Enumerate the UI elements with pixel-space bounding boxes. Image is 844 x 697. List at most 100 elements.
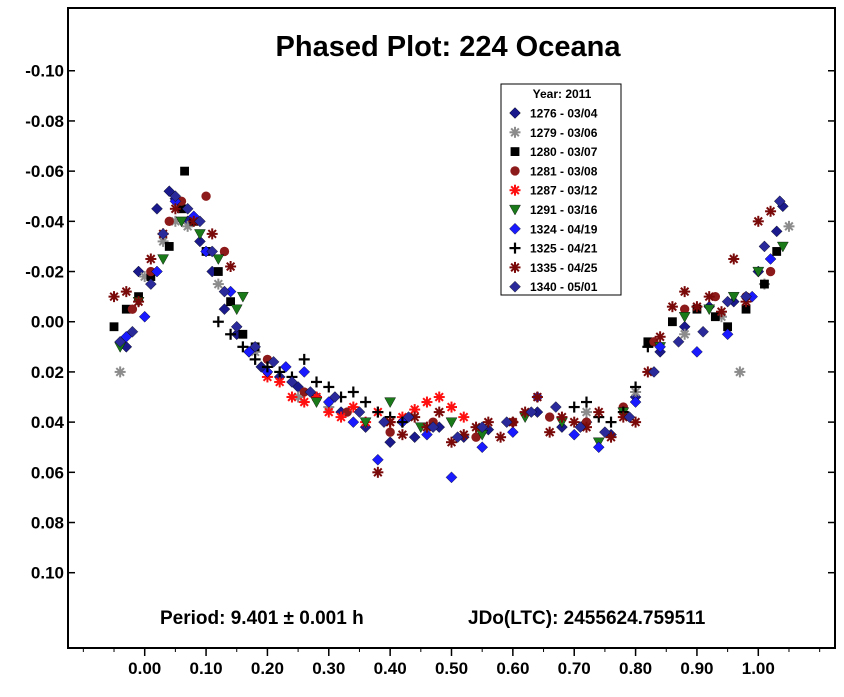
data-point bbox=[218, 303, 231, 315]
data-point bbox=[212, 316, 224, 328]
epoch-label: JDo(LTC): 2455624.759511 bbox=[468, 608, 706, 629]
data-point bbox=[421, 396, 433, 408]
data-point bbox=[180, 166, 189, 176]
x-tick-label: 1.00 bbox=[742, 659, 775, 678]
data-point bbox=[384, 397, 396, 408]
data-point bbox=[164, 216, 174, 227]
x-tick-label: 0.00 bbox=[128, 659, 161, 678]
x-axis-ticks: 0.00 0.10 0.20 0.30 0.40 0.50 0.60 0.70 0.80 0.90… bbox=[82, 648, 821, 678]
data-point bbox=[230, 320, 243, 333]
data-point bbox=[249, 341, 261, 353]
data-point bbox=[396, 429, 408, 441]
data-point bbox=[765, 205, 777, 217]
data-point bbox=[531, 391, 543, 403]
data-point bbox=[741, 304, 751, 314]
plot-frame bbox=[67, 7, 836, 649]
data-point bbox=[237, 341, 249, 353]
data-point bbox=[593, 406, 605, 418]
data-point bbox=[777, 241, 789, 253]
data-point bbox=[723, 322, 733, 332]
data-point bbox=[752, 215, 764, 227]
data-point bbox=[599, 426, 611, 438]
data-point bbox=[226, 297, 236, 307]
data-point bbox=[445, 471, 458, 484]
data-point bbox=[580, 406, 592, 418]
data-point bbox=[225, 261, 237, 273]
legend-label: 1340 - 05/01 bbox=[530, 280, 598, 294]
data-point bbox=[672, 336, 685, 348]
data-point bbox=[568, 428, 581, 441]
data-point bbox=[605, 431, 617, 443]
data-point bbox=[151, 203, 163, 215]
data-point bbox=[169, 190, 182, 203]
data-point bbox=[451, 431, 464, 443]
legend-entries: 1276 - 03/04 1279 - 03/06 1280 - 03/07 1281… bbox=[509, 107, 598, 294]
data-point bbox=[629, 396, 642, 408]
data-point bbox=[556, 411, 568, 423]
data-point bbox=[360, 396, 372, 408]
data-point bbox=[182, 220, 194, 232]
data-point bbox=[261, 361, 273, 373]
data-point bbox=[146, 272, 156, 281]
data-point bbox=[274, 366, 286, 378]
data-point bbox=[219, 246, 230, 257]
legend-label: 1287 - 03/12 bbox=[530, 184, 598, 198]
data-point bbox=[500, 416, 513, 428]
data-point bbox=[421, 428, 433, 441]
data-point bbox=[445, 417, 458, 429]
data-point bbox=[458, 411, 470, 423]
data-point bbox=[298, 353, 310, 365]
data-point bbox=[728, 253, 740, 265]
data-point bbox=[347, 401, 359, 413]
data-point bbox=[353, 406, 366, 418]
data-point bbox=[617, 411, 629, 423]
data-point bbox=[727, 292, 740, 303]
data-point bbox=[703, 304, 716, 316]
x-tick-label: 0.70 bbox=[558, 659, 591, 678]
data-point bbox=[146, 266, 156, 277]
x-tick-label: 0.40 bbox=[374, 659, 407, 678]
data-point bbox=[372, 406, 384, 418]
data-point bbox=[164, 242, 174, 251]
legend-marker bbox=[509, 280, 521, 293]
legend-title: Year: 2011 bbox=[533, 87, 592, 101]
legend-marker bbox=[510, 166, 520, 176]
data-point bbox=[752, 266, 765, 278]
data-point bbox=[181, 203, 194, 215]
data-point bbox=[734, 366, 746, 378]
data-point bbox=[703, 291, 715, 303]
chart-title: Phased Plot: 224 Oceana bbox=[276, 31, 622, 63]
data-point bbox=[218, 285, 231, 298]
data-point bbox=[108, 291, 120, 303]
y-tick-label: -0.10 bbox=[25, 62, 64, 81]
legend-box bbox=[500, 83, 622, 296]
legend-label: 1281 - 03/08 bbox=[530, 164, 598, 178]
data-point bbox=[238, 329, 248, 339]
data-point bbox=[568, 401, 580, 413]
data-point bbox=[666, 301, 678, 313]
data-point bbox=[654, 341, 666, 353]
data-point bbox=[433, 406, 445, 418]
data-point bbox=[267, 356, 280, 368]
data-point bbox=[194, 229, 206, 240]
data-point bbox=[133, 296, 145, 308]
data-point bbox=[697, 325, 709, 338]
data-point bbox=[770, 225, 783, 238]
data-point bbox=[433, 391, 445, 403]
data-point bbox=[145, 253, 157, 265]
data-point bbox=[772, 247, 782, 256]
data-point bbox=[630, 416, 642, 428]
data-point bbox=[402, 411, 415, 423]
data-point bbox=[396, 416, 408, 428]
legend-marker bbox=[509, 223, 521, 235]
data-point bbox=[764, 253, 777, 265]
data-point bbox=[372, 466, 384, 478]
data-point bbox=[169, 203, 181, 215]
data-point bbox=[206, 228, 218, 240]
x-tick-label: 0.90 bbox=[680, 659, 713, 678]
data-point bbox=[507, 426, 519, 438]
data-point bbox=[691, 301, 703, 313]
y-tick-label: 0.04 bbox=[31, 413, 65, 432]
data-point bbox=[177, 204, 186, 214]
data-point bbox=[299, 387, 309, 397]
